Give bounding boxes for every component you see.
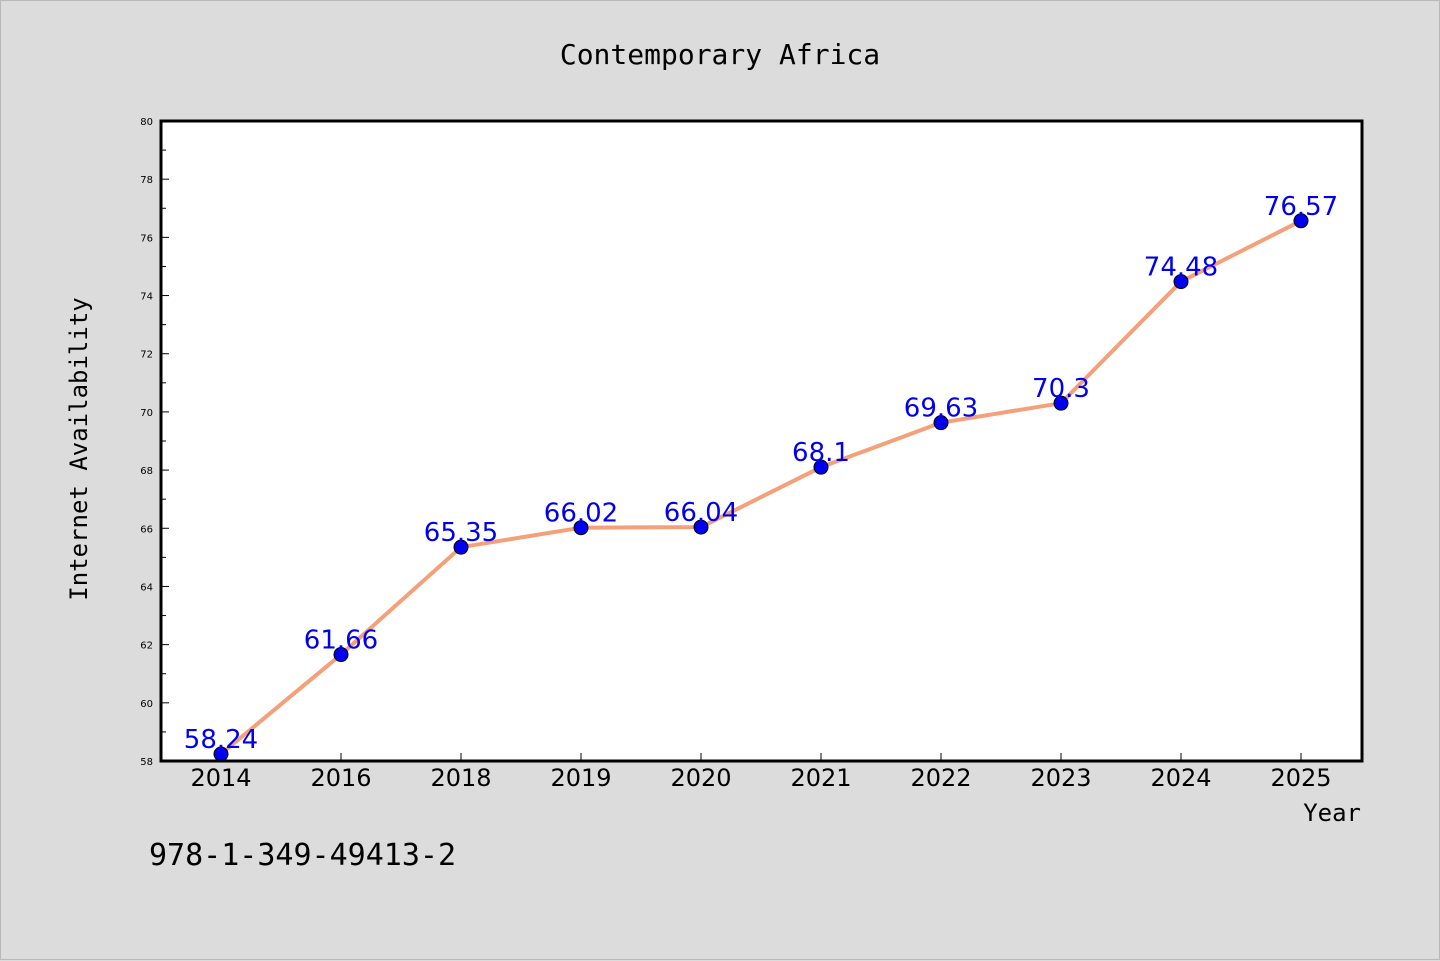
y-tick-label: 76 [140, 233, 153, 244]
x-tick-label: 2023 [1030, 764, 1091, 792]
data-label: 65.35 [424, 518, 498, 548]
plot-area [161, 121, 1362, 761]
x-axis: 2014 2016 2018 2019 2020 2021 2022 2023 2024 2025 [190, 753, 1332, 792]
y-tick-label: 80 [140, 117, 153, 128]
y-tick-label: 62 [140, 641, 153, 652]
x-axis-label: Year [1303, 799, 1361, 827]
x-tick-label: 2014 [190, 764, 251, 792]
data-point-marker [933, 415, 949, 431]
data-point-marker [1293, 213, 1309, 229]
data-series: 58.24 61.66 65.35 66.02 66.04 68.1 69.63 70.3 74… [184, 192, 1338, 762]
y-tick-label: 68 [140, 466, 153, 477]
x-tick-label: 2019 [550, 764, 611, 792]
data-point-marker [1053, 395, 1069, 411]
chart-title: Contemporary Africa [560, 38, 880, 71]
data-label: 74.48 [1144, 253, 1218, 283]
x-tick-label: 2024 [1150, 764, 1211, 792]
y-tick-label: 72 [140, 350, 153, 361]
y-tick-label: 58 [140, 757, 153, 768]
data-point-marker [1173, 274, 1189, 290]
data-point-marker [813, 459, 829, 475]
data-label: 69.63 [904, 394, 978, 424]
y-axis: 58 60 62 64 66 68 70 72 74 76 78 80 [140, 117, 169, 768]
data-label: 66.04 [664, 498, 738, 528]
x-tick-label: 2021 [790, 764, 851, 792]
x-tick-label: 2025 [1270, 764, 1331, 792]
data-label: 58.24 [184, 725, 258, 755]
x-tick-label: 2016 [310, 764, 371, 792]
x-tick-label: 2020 [670, 764, 731, 792]
plot-frame [159, 119, 1364, 763]
x-tick-label: 2022 [910, 764, 971, 792]
y-tick-label: 60 [140, 699, 153, 710]
data-point-marker [573, 520, 589, 536]
y-tick-label: 66 [140, 524, 153, 535]
y-tick-label: 64 [140, 582, 153, 593]
footer-code: 978-1-349-49413-2 [149, 838, 456, 873]
series-line [219, 218, 1303, 757]
y-tick-label: 74 [140, 292, 153, 303]
data-point-marker [693, 519, 709, 535]
data-label: 61.66 [304, 626, 378, 656]
x-tick-label: 2018 [430, 764, 491, 792]
data-label: 68.1 [792, 438, 850, 468]
y-tick-label: 70 [140, 408, 153, 419]
data-point-marker [333, 647, 349, 663]
data-label: 76.57 [1264, 192, 1338, 222]
data-point-marker [453, 539, 469, 555]
data-label: 66.02 [544, 499, 618, 529]
data-label: 70.3 [1032, 374, 1090, 404]
y-axis-label: Internet Availability [65, 297, 93, 600]
y-tick-label: 78 [140, 175, 153, 186]
